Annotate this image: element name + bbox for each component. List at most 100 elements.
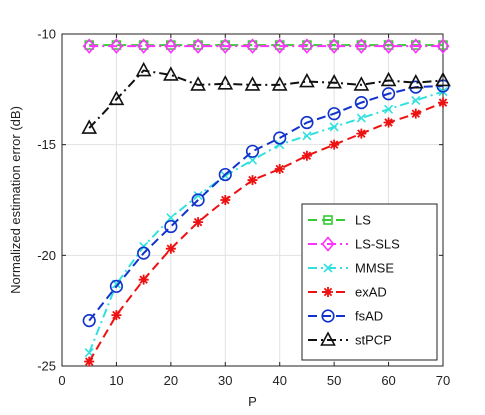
data-point-exad — [383, 117, 394, 128]
data-point-fsad — [191, 193, 205, 207]
x-tick-label: 20 — [164, 373, 178, 388]
legend-item-exad: exAD — [308, 285, 387, 300]
data-point-mmse — [166, 213, 176, 223]
data-point-exad — [247, 175, 258, 186]
data-point-exad — [274, 164, 285, 175]
legend-label: fsAD — [355, 309, 383, 324]
data-point-exad — [329, 139, 340, 150]
data-point-stpcp — [271, 76, 288, 91]
y-tick-label: -10 — [37, 27, 56, 42]
data-point-ls-sls — [109, 38, 123, 54]
data-point-fsad — [137, 246, 151, 260]
series-line-mmse — [88, 90, 444, 354]
data-point-ls-sls — [409, 38, 423, 54]
data-point-fsad — [354, 96, 368, 110]
x-axis-label: P — [248, 394, 257, 409]
data-point-exad — [410, 108, 421, 119]
data-point-exad — [111, 310, 122, 321]
y-axis-label: Normalized estimation error (dB) — [8, 106, 23, 294]
series-fsad — [82, 79, 450, 328]
data-point-mmse — [384, 104, 394, 114]
data-point-exad — [356, 128, 367, 139]
data-point-fsad — [164, 219, 178, 234]
data-point-fsad — [327, 107, 341, 121]
series-exad — [84, 97, 448, 367]
data-point-ls-sls — [354, 38, 368, 54]
data-point-stpcp — [407, 74, 424, 89]
data-point-ls-sls — [327, 38, 341, 54]
data-point-stpcp — [217, 75, 234, 90]
series-line-fsad — [88, 85, 444, 322]
legend-item-ls-sls: LS-SLS — [308, 236, 400, 252]
data-point-fsad — [82, 314, 96, 328]
legend-swatch-marker — [321, 309, 335, 323]
data-point-stpcp — [353, 76, 370, 91]
data-point-exad — [301, 150, 312, 161]
legend-item-stpcp: stPCP — [308, 331, 392, 348]
data-point-fsad — [273, 131, 287, 145]
data-point-stpcp — [435, 71, 451, 87]
data-point-fsad — [300, 115, 314, 130]
data-point-mmse — [411, 95, 421, 105]
data-point-fsad — [381, 87, 396, 101]
data-point-ls-sls — [382, 38, 396, 54]
legend-label: LS — [355, 213, 371, 228]
data-point-stpcp — [326, 74, 342, 89]
x-tick-label: 50 — [327, 373, 341, 388]
series-stpcp — [81, 61, 451, 134]
data-point-ls-sls — [273, 38, 287, 54]
legend-swatch-marker — [323, 215, 333, 225]
data-point-mmse — [302, 131, 312, 141]
data-point-exad — [220, 195, 231, 205]
legend-box — [301, 203, 438, 361]
data-point-stpcp — [380, 71, 397, 87]
data-point-ls-sls — [245, 38, 260, 54]
data-point-stpcp — [244, 76, 261, 91]
data-point-stpcp — [108, 90, 125, 106]
data-point-stpcp — [81, 119, 98, 134]
data-point-exad — [84, 356, 95, 367]
data-point-stpcp — [163, 66, 179, 81]
series-line-exad — [88, 101, 444, 363]
series-layer — [81, 38, 451, 367]
legend-item-ls: LS — [308, 213, 371, 228]
data-point-fsad — [245, 144, 260, 158]
x-tick-label: 0 — [58, 373, 65, 388]
legend-item-mmse: MMSE — [308, 261, 394, 276]
data-point-ls-sls — [191, 38, 205, 54]
axis-ticks: 0 10 20 30 40 50 60 70 -25 -20 -15 -10 — [37, 27, 450, 389]
data-point-fsad — [218, 167, 232, 182]
data-point-exad — [438, 97, 448, 108]
legend-label: stPCP — [355, 333, 392, 348]
legend-swatch-marker — [323, 263, 333, 273]
data-point-stpcp — [135, 61, 152, 77]
legend-swatch-marker — [320, 331, 336, 346]
data-point-ls-sls — [300, 38, 314, 54]
legend-label: LS-SLS — [355, 237, 400, 252]
y-tick-label: -20 — [37, 248, 56, 263]
data-point-fsad — [109, 279, 124, 293]
x-tick-label: 40 — [272, 373, 286, 388]
x-tick-label: 70 — [436, 373, 450, 388]
y-tick-label: -25 — [37, 359, 56, 374]
legend-label: exAD — [355, 285, 387, 300]
legend-swatch-marker — [323, 287, 333, 297]
data-point-mmse — [356, 113, 366, 123]
data-point-exad — [193, 217, 204, 228]
x-tick-label: 30 — [218, 373, 232, 388]
legend: LS LS-SLS MMSE exAD fsAD stPCP — [301, 203, 438, 361]
data-point-mmse — [275, 140, 285, 150]
data-point-ls-sls — [164, 38, 178, 54]
plot-area-frame — [61, 33, 444, 367]
legend-swatch-marker — [321, 236, 335, 252]
legend-label: MMSE — [355, 261, 394, 276]
data-point-ls-sls — [218, 38, 232, 54]
data-point-mmse — [193, 191, 203, 201]
x-tick-label: 10 — [109, 373, 123, 388]
x-tick-label: 60 — [381, 373, 395, 388]
data-point-ls-sls — [436, 38, 450, 54]
data-point-mmse — [329, 122, 339, 132]
data-point-exad — [138, 274, 149, 285]
data-point-mmse — [247, 155, 258, 165]
